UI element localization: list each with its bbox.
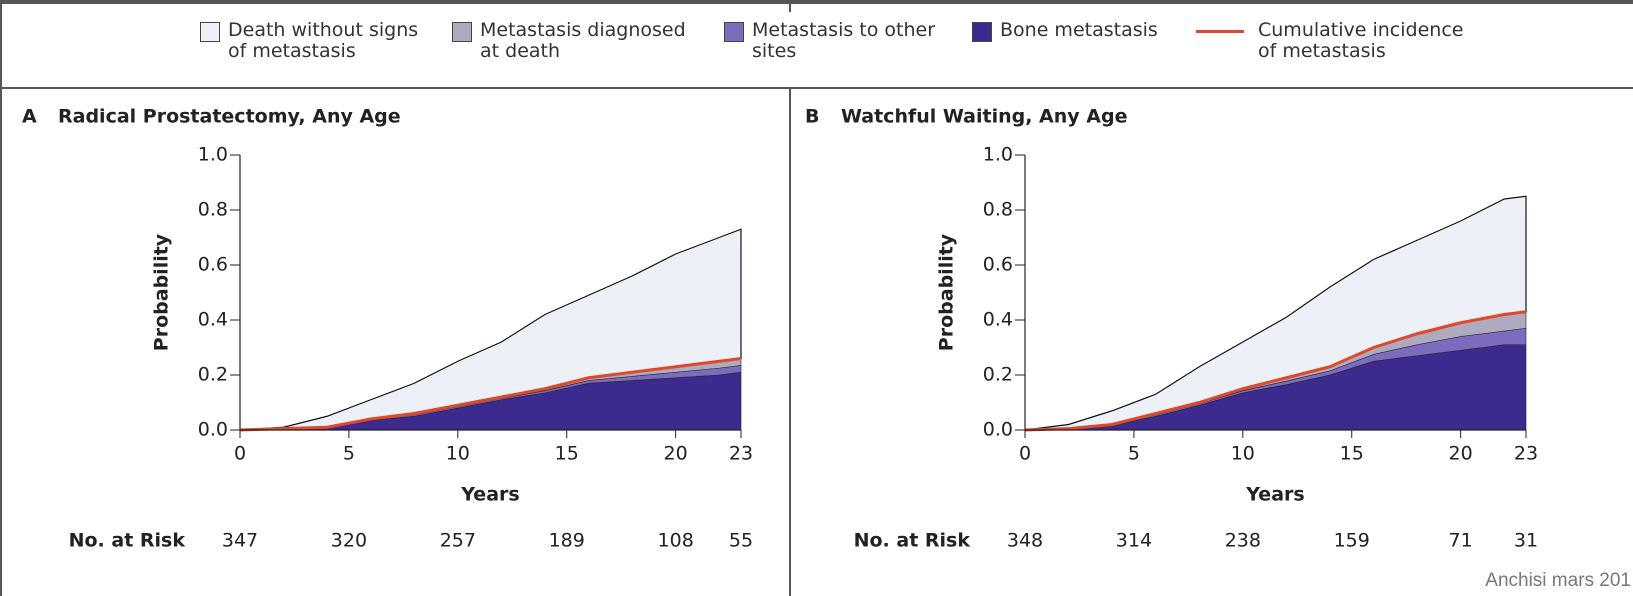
legend-label: Death without signs of metastasis	[228, 19, 419, 62]
at-risk-value: 159	[1334, 530, 1370, 552]
y-axis-label: Probability	[936, 233, 958, 351]
y-tick-label: 0.2	[198, 364, 228, 386]
x-tick-label: 15	[555, 443, 579, 465]
incidence-line	[1024, 310, 1527, 432]
legend-item: Metastasis to other sites	[724, 20, 954, 62]
at-risk-value: 71	[1449, 530, 1473, 552]
legend-item: Metastasis diagnosed at death	[452, 20, 702, 62]
at-risk-value: 348	[1007, 530, 1043, 552]
y-tick-label: 0.4	[983, 309, 1013, 331]
legend-label: Cumulative incidence of metastasis	[1258, 19, 1464, 62]
y-axis-label: Probability	[151, 233, 173, 351]
y-tick-label: 0.8	[198, 199, 228, 221]
at-risk-label: No. at Risk	[854, 530, 971, 552]
at-risk-value: 238	[1225, 530, 1261, 552]
legend-label: Metastasis diagnosed at death	[480, 19, 686, 62]
y-tick-label: 1.0	[198, 144, 228, 166]
y-tick-label: 0.0	[983, 419, 1013, 441]
y-tick-label: 0.2	[983, 364, 1013, 386]
x-tick-label: 23	[1514, 443, 1538, 465]
at-risk-value: 314	[1116, 530, 1152, 552]
at-risk-value: 320	[331, 530, 367, 552]
legend-swatch	[972, 22, 992, 42]
x-tick-label: 10	[446, 443, 470, 465]
legend-label: Metastasis to other sites	[752, 19, 936, 62]
watermark: Anchisi mars 201	[1485, 570, 1631, 591]
panel-title: Radical Prostatectomy, Any Age	[58, 106, 401, 128]
x-tick-label: 23	[729, 443, 753, 465]
x-tick-label: 5	[343, 443, 355, 465]
legend-swatch	[200, 22, 220, 42]
at-risk-label: No. at Risk	[69, 530, 186, 552]
panel-letter: B	[805, 106, 819, 128]
at-risk-value: 347	[222, 530, 258, 552]
x-tick-label: 5	[1128, 443, 1140, 465]
y-tick-label: 1.0	[983, 144, 1013, 166]
y-tick-label: 0.0	[198, 419, 228, 441]
legend-item: Death without signs of metastasis	[200, 20, 430, 62]
legend-swatch	[724, 22, 744, 42]
panel-title: Watchful Waiting, Any Age	[841, 106, 1127, 128]
legend-item: Cumulative incidence of metastasis	[1196, 20, 1486, 62]
legend-label: Bone metastasis	[1000, 19, 1158, 41]
at-risk-value: 108	[658, 530, 694, 552]
y-tick-label: 0.6	[198, 254, 228, 276]
x-tick-label: 20	[1449, 443, 1473, 465]
y-tick-label: 0.6	[983, 254, 1013, 276]
x-tick-label: 15	[1340, 443, 1364, 465]
legend-swatch	[1196, 30, 1244, 33]
top-border	[0, 0, 1633, 4]
x-tick-label: 10	[1231, 443, 1255, 465]
incidence-line	[239, 357, 742, 432]
legend: Death without signs of metastasis Metasta…	[0, 20, 1633, 80]
x-tick-label: 20	[664, 443, 688, 465]
at-risk-value: 31	[1514, 530, 1538, 552]
x-axis-label: Years	[460, 484, 519, 506]
x-tick-label: 0	[234, 443, 246, 465]
panel-letter: A	[22, 106, 37, 128]
y-tick-label: 0.8	[983, 199, 1013, 221]
x-axis-label: Years	[1245, 484, 1304, 506]
at-risk-value: 55	[729, 530, 753, 552]
at-risk-value: 189	[549, 530, 585, 552]
legend-swatch	[452, 22, 472, 42]
y-tick-label: 0.4	[198, 309, 228, 331]
legend-item: Bone metastasis	[972, 20, 1172, 42]
at-risk-value: 257	[440, 530, 476, 552]
x-tick-label: 0	[1019, 443, 1031, 465]
